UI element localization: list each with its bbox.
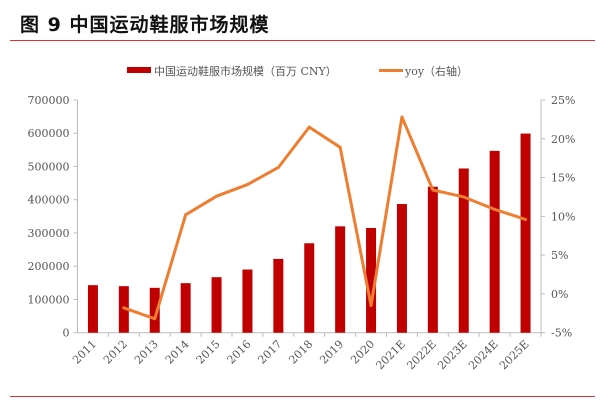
left-tick-label: 700000 [28,94,70,107]
bar-2020 [366,227,377,333]
left-tick-label: 600000 [28,127,70,140]
bar-2011 [87,285,98,333]
yoy-point-2025E [524,217,528,221]
left-tick-label: 200000 [28,260,70,273]
yoy-point-2013 [153,317,157,321]
x-tick-label: 2020 [348,338,377,367]
legend-label-bar: 中国运动鞋服市场规模（百万 CNY） [154,64,337,78]
right-tick-label: -5% [551,327,572,340]
legend-swatch-line [379,69,403,72]
x-tick-label: 2018 [286,338,315,367]
x-tick-label: 2023E [435,338,470,373]
x-tick-label: 2014 [163,338,192,367]
bar-2016 [242,269,253,333]
right-tick-label: 20% [551,133,575,146]
right-tick-label: 25% [551,94,575,107]
yoy-point-2023E [462,195,466,199]
yoy-point-2015 [215,194,219,198]
bar-2013 [149,287,160,333]
bar-2018 [304,243,315,333]
right-tick-label: 5% [551,249,568,262]
yoy-point-2012 [122,306,126,310]
title-divider [10,40,595,41]
yoy-point-2024E [493,207,497,211]
x-tick-label: 2013 [132,338,161,367]
yoy-point-2019 [338,145,342,149]
legend-label-line: yoy（右轴） [404,64,468,78]
left-tick-label: 400000 [28,194,70,207]
bar-2025E [520,133,531,333]
bar-2015 [211,277,222,333]
x-tick-label: 2012 [101,338,130,367]
left-tick-label: 0 [63,327,70,340]
yoy-point-2017 [276,165,280,169]
x-tick-label: 2017 [255,338,284,367]
left-tick-label: 100000 [28,293,70,306]
yoy-point-2014 [184,213,188,217]
yoy-point-2018 [307,125,311,129]
yoy-line [122,115,528,321]
bottom-divider [10,396,595,397]
yoy-point-2021E [400,115,404,119]
right-tick-label: 15% [551,172,575,185]
x-tick-label: 2025E [497,338,532,373]
yoy-point-2016 [245,183,249,187]
bar-2019 [335,226,346,333]
yoy-point-2022E [431,188,435,192]
right-tick-label: 0% [551,288,568,301]
x-tick-label: 2016 [225,338,254,367]
bar-2023E [458,168,469,333]
x-tick-label: 2019 [317,338,346,367]
bar-2017 [273,258,284,333]
x-tick-label: 2021E [373,338,408,373]
bar-2022E [427,186,438,333]
legend-swatch-bar [127,67,151,73]
yoy-point-2020 [369,304,373,308]
x-tick-label: 2015 [194,338,223,367]
legend: 中国运动鞋服市场规模（百万 CNY） yoy（右轴） [127,64,468,78]
x-tick-label: 2011 [70,338,99,367]
left-tick-label: 300000 [28,227,70,240]
x-tick-label: 2022E [404,338,439,373]
left-tick-label: 500000 [28,160,70,173]
bar-2024E [489,150,500,333]
chart-title: 图 9 中国运动鞋服市场规模 [20,14,270,36]
right-tick-label: 10% [551,210,575,223]
bar-2014 [180,283,191,333]
x-tick-label: 2024E [466,338,501,373]
bar-2021E [396,204,407,333]
